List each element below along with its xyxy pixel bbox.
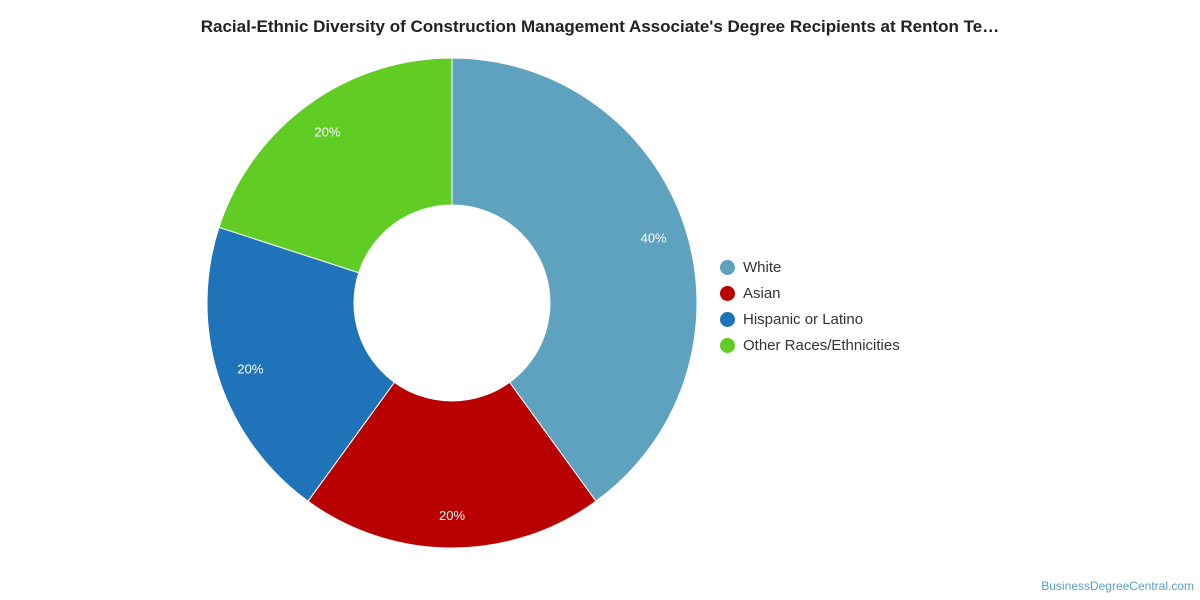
- legend-swatch-hispanic-or-latino: [720, 311, 735, 327]
- slice-label-other-races-ethnicities: 20%: [314, 124, 340, 139]
- legend-swatch-other-races-ethnicities: [720, 337, 735, 353]
- legend-item-hispanic-or-latino[interactable]: Hispanic or Latino: [720, 306, 900, 332]
- slice-asian[interactable]: [307, 381, 597, 549]
- chart-title: Racial-Ethnic Diversity of Construction …: [200, 17, 1000, 36]
- legend-label-hispanic-or-latino: Hispanic or Latino: [743, 310, 864, 328]
- chart-legend: White Asian Hispanic or Latino Other Races/…: [720, 254, 900, 358]
- legend-label-white: White: [743, 258, 782, 276]
- source-credit[interactable]: BusinessDegreeCentral.com: [1041, 579, 1194, 593]
- slice-label-asian: 20%: [439, 508, 465, 523]
- legend-item-asian[interactable]: Asian: [720, 280, 900, 306]
- slice-other-races-ethnicities[interactable]: [218, 57, 453, 274]
- slice-label-white: 40%: [641, 230, 667, 245]
- slice-labels: 40% 20% 20% 20%: [237, 124, 667, 523]
- legend-label-other-races-ethnicities: Other Races/Ethnicities: [743, 336, 900, 354]
- legend-label-asian: Asian: [743, 284, 781, 302]
- donut-slices: [206, 57, 698, 549]
- slice-label-hispanic-or-latino: 20%: [237, 362, 263, 377]
- slice-hispanic-or-latino[interactable]: [206, 226, 396, 502]
- slice-white[interactable]: [451, 57, 698, 502]
- legend-item-white[interactable]: White: [720, 254, 900, 280]
- legend-item-other-races-ethnicities[interactable]: Other Races/Ethnicities: [720, 332, 900, 358]
- legend-swatch-white: [720, 259, 735, 275]
- legend-swatch-asian: [720, 285, 735, 301]
